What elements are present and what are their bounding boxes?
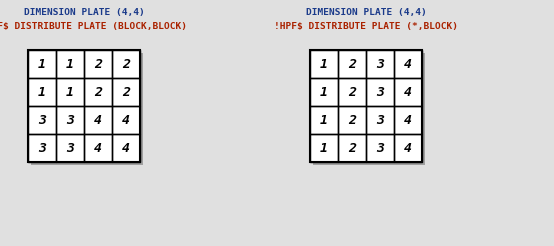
Bar [394, 134, 422, 162]
Text: 4: 4 [94, 141, 102, 154]
Bar [84, 106, 112, 134]
Bar [56, 134, 84, 162]
Text: 1: 1 [320, 141, 328, 154]
Text: 3: 3 [376, 141, 384, 154]
Text: 4: 4 [404, 113, 412, 126]
Text: 2: 2 [122, 86, 130, 98]
Text: 1: 1 [66, 58, 74, 71]
Text: 4: 4 [404, 86, 412, 98]
Bar [112, 134, 140, 162]
Bar [84, 78, 112, 106]
Text: 3: 3 [38, 141, 46, 154]
Text: 1: 1 [320, 113, 328, 126]
Bar [28, 106, 56, 134]
Text: 4: 4 [404, 141, 412, 154]
Bar [310, 50, 422, 162]
Bar [56, 50, 84, 78]
Text: 3: 3 [66, 113, 74, 126]
Text: 3: 3 [38, 113, 46, 126]
Text: 4: 4 [122, 113, 130, 126]
Bar [366, 134, 394, 162]
Bar [112, 50, 140, 78]
Text: 3: 3 [376, 113, 384, 126]
Bar [56, 106, 84, 134]
Text: 4: 4 [404, 58, 412, 71]
Text: 1: 1 [38, 58, 46, 71]
Text: !HPF$ DISTRIBUTE PLATE (BLOCK,BLOCK): !HPF$ DISTRIBUTE PLATE (BLOCK,BLOCK) [0, 22, 187, 31]
Bar [366, 78, 394, 106]
Bar [338, 134, 366, 162]
Bar [310, 50, 338, 78]
Text: 2: 2 [348, 86, 356, 98]
Text: 2: 2 [348, 113, 356, 126]
Bar [338, 78, 366, 106]
Bar [313, 53, 425, 165]
Text: 1: 1 [38, 86, 46, 98]
Bar [310, 106, 338, 134]
Text: 3: 3 [376, 86, 384, 98]
Bar [84, 50, 112, 78]
Text: 1: 1 [320, 58, 328, 71]
Bar [112, 78, 140, 106]
Text: 2: 2 [348, 141, 356, 154]
Bar [366, 50, 394, 78]
Text: 1: 1 [66, 86, 74, 98]
Bar [28, 50, 140, 162]
Bar [84, 134, 112, 162]
Bar [310, 50, 422, 162]
Text: !HPF$ DISTRIBUTE PLATE (*,BLOCK): !HPF$ DISTRIBUTE PLATE (*,BLOCK) [274, 22, 458, 31]
Bar [394, 50, 422, 78]
Text: 1: 1 [320, 86, 328, 98]
Text: 2: 2 [348, 58, 356, 71]
Bar [31, 53, 143, 165]
Text: 4: 4 [94, 113, 102, 126]
Text: 2: 2 [94, 58, 102, 71]
Text: 2: 2 [94, 86, 102, 98]
Bar [338, 50, 366, 78]
Text: 3: 3 [376, 58, 384, 71]
Bar [338, 106, 366, 134]
Bar [310, 134, 338, 162]
Bar [28, 78, 56, 106]
Bar [366, 106, 394, 134]
Bar [394, 78, 422, 106]
Text: 4: 4 [122, 141, 130, 154]
Bar [394, 106, 422, 134]
Text: DIMENSION PLATE (4,4): DIMENSION PLATE (4,4) [24, 9, 145, 17]
Text: 3: 3 [66, 141, 74, 154]
Bar [56, 78, 84, 106]
Bar [28, 134, 56, 162]
Text: DIMENSION PLATE (4,4): DIMENSION PLATE (4,4) [306, 9, 427, 17]
Bar [112, 106, 140, 134]
Bar [28, 50, 140, 162]
Bar [310, 78, 338, 106]
Bar [28, 50, 56, 78]
Text: 2: 2 [122, 58, 130, 71]
